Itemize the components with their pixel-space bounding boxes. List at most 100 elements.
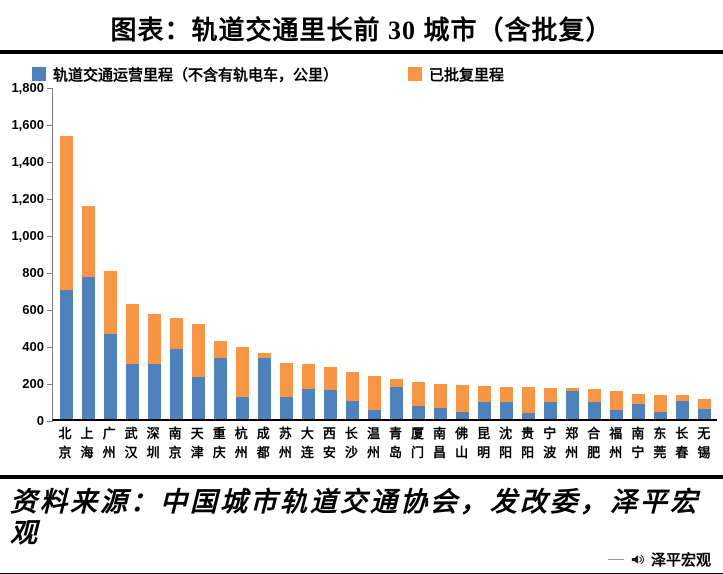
operating-legend-label: 轨道交通运营里程（不含有轨电车，公里） [53, 66, 339, 84]
x-axis-label: 武 汉 [124, 426, 138, 460]
approved-segment [411, 382, 425, 406]
stacked-bar-上海 [81, 206, 95, 419]
approved-segment [367, 376, 381, 410]
y-tick-label: 1,400 [11, 154, 44, 169]
approved-segment [499, 386, 513, 403]
operating-segment [653, 411, 667, 419]
megaphone-icon [630, 552, 645, 567]
x-axis-label: 上 海 [80, 426, 94, 460]
bottom-rule [0, 572, 723, 574]
approved-segment [433, 383, 447, 408]
operating-segment [213, 358, 227, 419]
chart-legend: 轨道交通运营里程（不含有轨电车，公里） 已批复里程 [32, 62, 723, 86]
operating-segment [521, 412, 535, 419]
brand-label: 泽平宏观 [650, 552, 711, 570]
approved-segment [697, 398, 711, 409]
bar-chart: 轨道交通运营里程（不含有轨电车，公里） 已批复里程 1,800 1,600 1,40… [0, 62, 723, 475]
stacked-bar-郑州 [565, 388, 579, 419]
top-rule [0, 50, 723, 54]
y-tick-label: 200 [22, 376, 44, 391]
stacked-bar-重庆 [213, 341, 227, 419]
stacked-bar-武汉 [125, 304, 139, 419]
approved-segment [125, 304, 139, 364]
x-axis-label: 东 莞 [653, 426, 667, 460]
x-axis-label: 重 庆 [212, 426, 226, 460]
operating-segment [257, 358, 271, 419]
stacked-bar-西安 [323, 367, 337, 419]
x-axis-label: 北 京 [58, 426, 72, 460]
x-axis-label: 长 沙 [344, 426, 358, 460]
y-tick-label: 1,600 [11, 117, 44, 132]
stacked-bar-南京 [169, 318, 183, 419]
footer: 泽平宏观 [0, 549, 723, 571]
plot-area [47, 88, 717, 422]
operating-segment [543, 402, 557, 419]
operating-segment [455, 411, 469, 419]
operating-segment [323, 390, 337, 419]
operating-segment [191, 377, 205, 419]
stacked-bar-青岛 [389, 379, 403, 419]
y-tick-mark [47, 347, 53, 348]
approved-segment [565, 388, 579, 392]
x-axis-label: 大 连 [300, 426, 314, 460]
operating-segment [565, 391, 579, 419]
approved-segment [323, 367, 337, 391]
x-axis-label: 西 安 [322, 426, 336, 460]
stacked-bar-长沙 [345, 371, 359, 419]
x-axis-label: 福 州 [609, 426, 623, 460]
x-axis-label: 厦 门 [411, 426, 425, 460]
y-tick-mark [47, 310, 53, 311]
chart-title: 图表：轨道交通里长前 30 城市（含批复） [110, 16, 613, 45]
operating-segment [279, 396, 293, 419]
stacked-bar-厦门 [411, 382, 425, 419]
operating-segment [499, 402, 513, 419]
source-note: 资料来源：中国城市轨道交通协会，发改委，泽平宏观 [10, 487, 700, 548]
approved-segment [609, 391, 623, 410]
x-axis: 北 京上 海广 州武 汉深 圳南 京天 津重 庆杭 州成 都苏 州大 连西 安长… [52, 421, 717, 463]
approved-segment [345, 371, 359, 401]
x-axis-label: 青 岛 [388, 426, 402, 460]
approved-segment [477, 385, 491, 403]
x-axis-label: 佛 山 [455, 426, 469, 460]
operating-segment [411, 406, 425, 419]
approved-segment [235, 346, 249, 397]
y-tick-mark [47, 162, 53, 163]
approved-segment [103, 271, 117, 334]
y-tick-label: 1,800 [11, 80, 44, 95]
x-axis-label: 天 津 [190, 426, 204, 460]
plot-wrap: 1,800 1,600 1,400 1,200 1,000 800 600 400 200 0 [0, 80, 723, 428]
operating-segment [169, 349, 183, 419]
x-axis-label: 苏 州 [278, 426, 292, 460]
x-axis-label: 昆 明 [477, 426, 491, 460]
y-tick-label: 800 [22, 265, 44, 280]
operating-segment [147, 363, 161, 419]
approved-segment [389, 379, 403, 387]
stacked-bar-南宁 [631, 394, 645, 419]
approved-segment [81, 206, 95, 277]
operating-segment [587, 402, 601, 419]
approved-legend-label: 已批复里程 [429, 66, 505, 84]
operating-segment [103, 333, 117, 419]
legend-item-approved: 已批复里程 [408, 64, 504, 85]
operating-segment [675, 400, 689, 419]
stacked-bar-苏州 [279, 362, 293, 419]
y-axis: 1,800 1,600 1,400 1,200 1,000 800 600 400 200 0 [0, 80, 52, 428]
operating-segment [367, 409, 381, 419]
stacked-bar-广州 [103, 271, 117, 419]
stacked-bar-沈阳 [499, 386, 513, 419]
y-tick-mark [47, 125, 53, 126]
y-tick-mark [47, 421, 53, 422]
x-axis-label: 无 锡 [697, 426, 711, 460]
operating-segment [389, 386, 403, 419]
operating-segment [345, 400, 359, 419]
stacked-bar-昆明 [477, 385, 491, 419]
approved-segment [279, 362, 293, 397]
stacked-bar-宁波 [543, 387, 557, 419]
y-tick-mark [47, 384, 53, 385]
approved-segment [587, 389, 601, 403]
y-tick-label: 400 [22, 339, 44, 354]
x-axis-label: 合 肥 [587, 426, 601, 460]
x-axis-label: 贵 阳 [521, 426, 535, 460]
y-tick-label: 1,000 [11, 228, 44, 243]
stacked-bar-北京 [59, 135, 73, 419]
